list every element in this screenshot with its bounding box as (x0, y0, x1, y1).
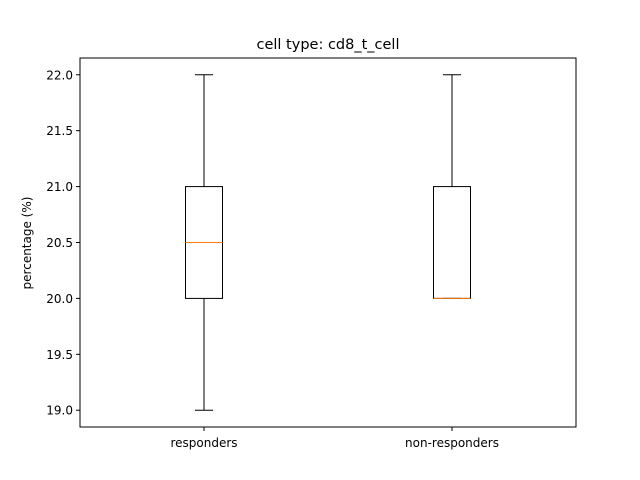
y-tick-label: 20.0 (46, 292, 73, 306)
y-tick-label: 19.0 (46, 404, 73, 418)
chart-title: cell type: cd8_t_cell (257, 37, 400, 53)
axes-frame (79, 57, 577, 428)
axis-ticks: 19.0 19.5 20.0 20.5 21.0 21.5 22.0 responders no… (46, 68, 499, 450)
x-tick-label: non-responders (405, 436, 499, 450)
y-tick-label: 21.0 (46, 180, 73, 194)
y-tick-label: 22.0 (46, 68, 73, 82)
box-non-responders (433, 74, 471, 299)
plot-area (185, 74, 471, 411)
y-tick-label: 21.5 (46, 124, 73, 138)
box-responders (185, 74, 223, 411)
y-tick-label: 20.5 (46, 236, 73, 250)
x-tick-label: responders (170, 436, 237, 450)
y-axis-label: percentage (%) (20, 197, 34, 290)
y-tick-label: 19.5 (46, 348, 73, 362)
